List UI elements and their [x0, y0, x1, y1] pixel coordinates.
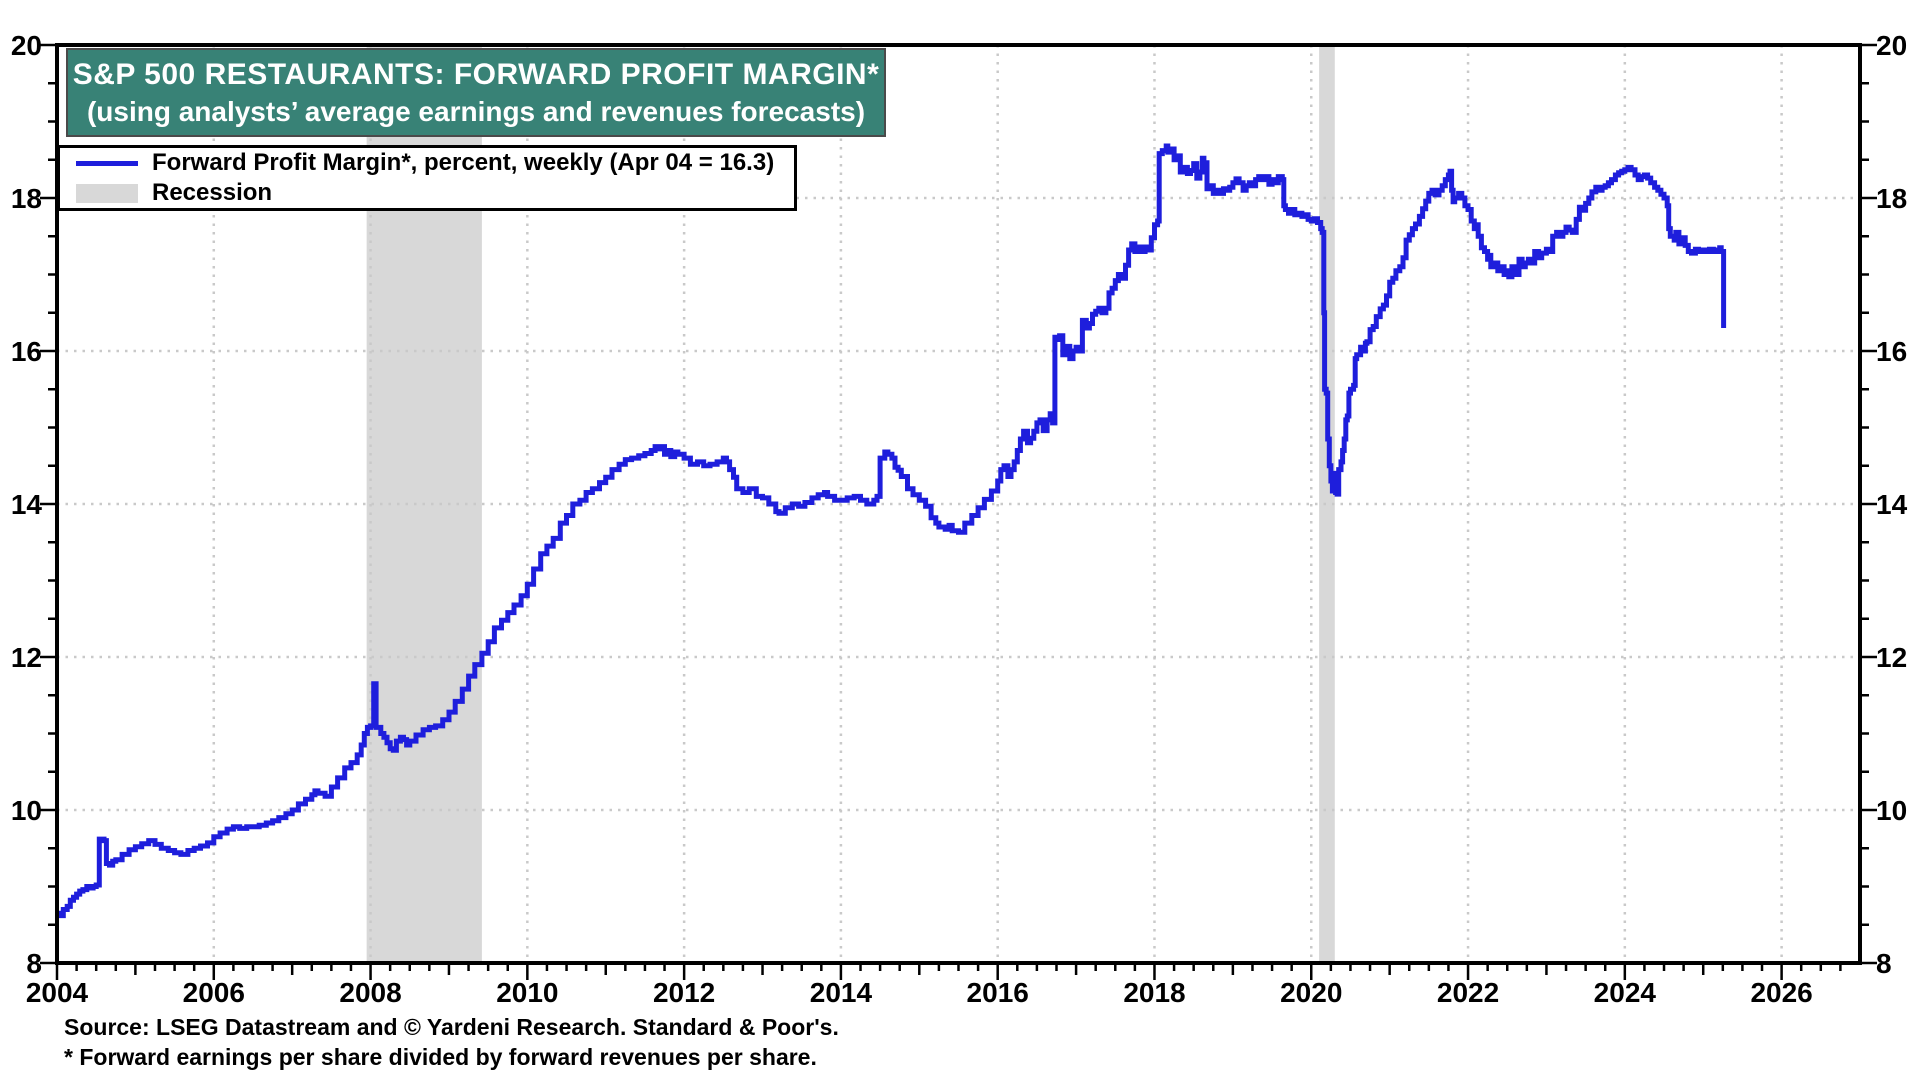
x-axis-label: 2026 [1750, 977, 1812, 1008]
y-axis-label-right: 20 [1876, 30, 1907, 61]
legend-row-series: Forward Profit Margin*, percent, weekly … [76, 149, 794, 177]
y-axis-label-right: 12 [1876, 642, 1907, 673]
profit-margin-line [57, 143, 1727, 919]
y-axis-label-right: 10 [1876, 795, 1907, 826]
legend-row-recession: Recession [76, 179, 794, 207]
y-axis-label-left: 18 [11, 183, 42, 214]
legend: Forward Profit Margin*, percent, weekly … [57, 145, 797, 211]
page-subtitle: (using analysts’ average earnings and re… [86, 95, 866, 127]
y-axis-label-right: 8 [1876, 948, 1892, 979]
footnote: * Forward earnings per share divided by … [64, 1044, 817, 1070]
y-axis-label-left: 8 [26, 948, 42, 979]
x-axis-label: 2012 [653, 977, 715, 1008]
x-axis-label: 2008 [339, 977, 401, 1008]
chart-title-box: S&P 500 RESTAURANTS: FORWARD PROFIT MARG… [66, 48, 886, 137]
source-note: Source: LSEG Datastream and © Yardeni Re… [64, 1014, 839, 1040]
y-axis-label-left: 14 [11, 489, 43, 520]
x-axis-label: 2010 [496, 977, 558, 1008]
y-axis-label-left: 16 [11, 336, 42, 367]
x-axis-label: 2006 [183, 977, 245, 1008]
x-axis-label: 2020 [1280, 977, 1342, 1008]
x-axis-label: 2014 [810, 977, 873, 1008]
legend-recession-label: Recession [152, 179, 273, 206]
plot-border [55, 43, 1862, 965]
x-axis-label: 2022 [1437, 977, 1499, 1008]
x-axis-label: 2004 [26, 977, 89, 1008]
legend-line-swatch [76, 160, 138, 166]
legend-series-label: Forward Profit Margin*, percent, weekly … [152, 149, 775, 176]
y-axis-label-right: 14 [1876, 489, 1908, 520]
y-axis-label-left: 20 [11, 30, 42, 61]
x-axis-label: 2016 [967, 977, 1029, 1008]
y-axis-label-right: 16 [1876, 336, 1907, 367]
y-axis-label-left: 12 [11, 642, 42, 673]
x-axis-label: 2024 [1594, 977, 1657, 1008]
y-axis-label-right: 18 [1876, 183, 1907, 214]
y-axis-label-left: 10 [11, 795, 42, 826]
page-title: S&P 500 RESTAURANTS: FORWARD PROFIT MARG… [72, 58, 880, 92]
x-axis-label: 2018 [1123, 977, 1185, 1008]
legend-recession-swatch [76, 183, 138, 203]
chart-footer: Source: LSEG Datastream and © Yardeni Re… [64, 1012, 839, 1072]
